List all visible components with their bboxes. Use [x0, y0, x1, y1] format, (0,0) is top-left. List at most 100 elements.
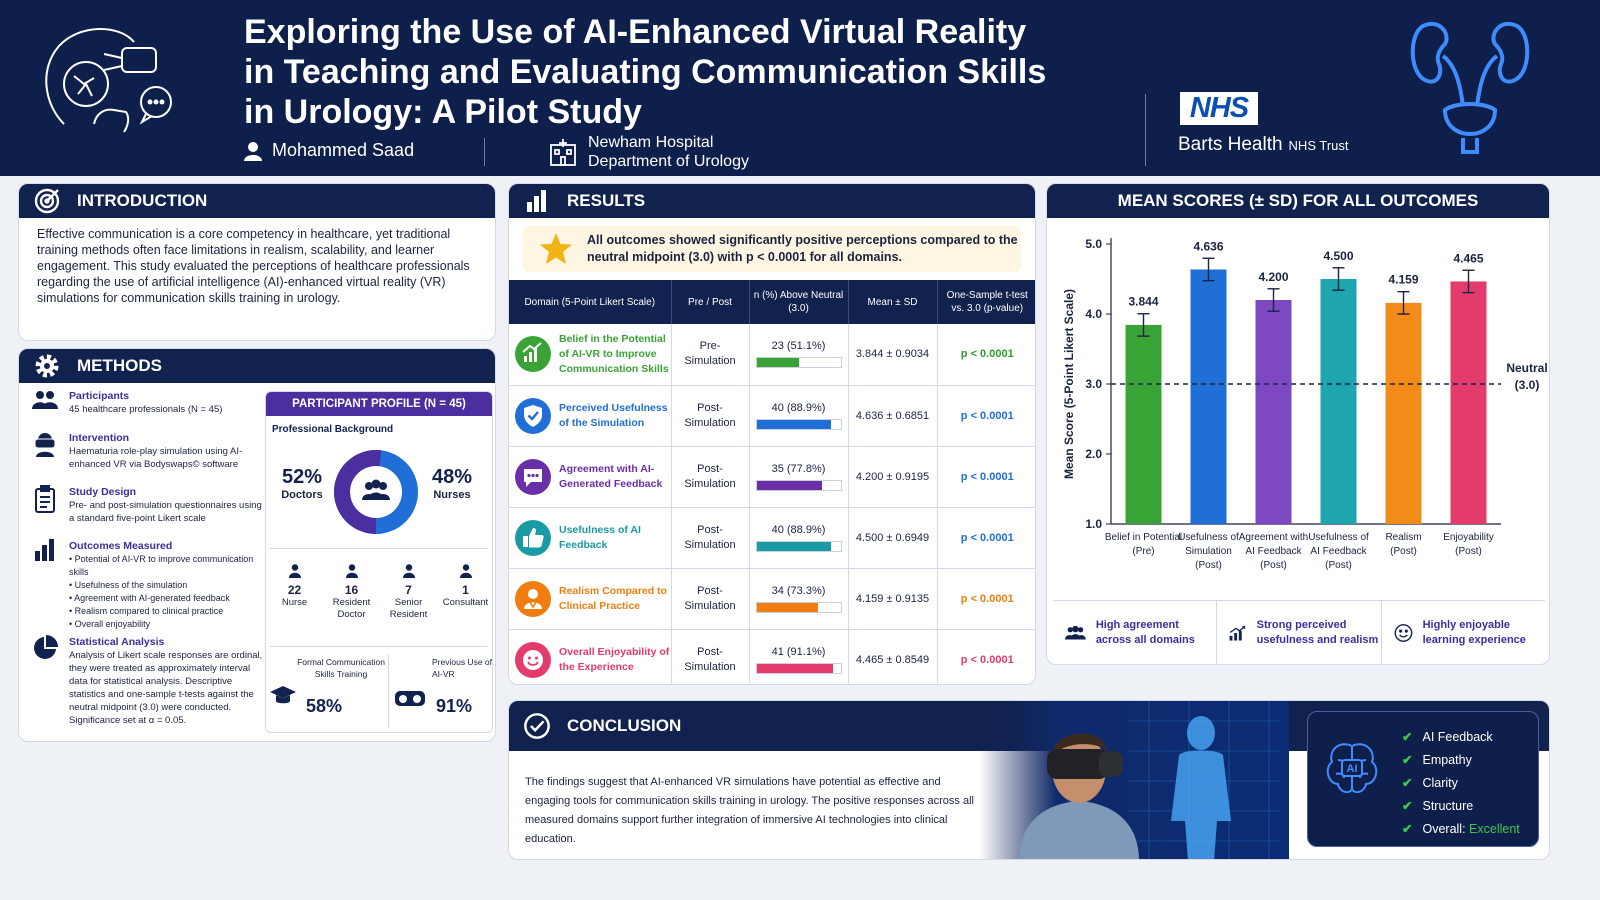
outcomes-item: Outcomes Measured • Potential of AI-VR t…: [31, 539, 265, 631]
role-label: Nurse: [281, 597, 308, 608]
bar: [1255, 300, 1292, 524]
outcome-item: • Potential of AI-VR to improve communic…: [69, 554, 254, 577]
domain-cell: Overall Enjoyability of the Experience: [509, 629, 672, 684]
conclusion-title: CONCLUSION: [567, 716, 682, 735]
bar-value-label: 4.500: [1323, 249, 1353, 263]
p-value: p < 0.0001: [960, 592, 1014, 605]
domain-cell: Belief in the Potential of AI-VR to Impr…: [509, 324, 672, 386]
hospital-icon: [550, 139, 576, 166]
author: Mohammed Saad: [244, 140, 414, 161]
checklist-items: ✔ AI Feedback ✔ Empathy ✔ Clarity ✔ Structur…: [1402, 726, 1520, 841]
intervention-item: Intervention Haematuria role-play simulat…: [31, 431, 265, 471]
role-count: 16: [344, 583, 359, 597]
group-icon: [1065, 625, 1086, 640]
checklist-item: ✔ Overall: Excellent: [1402, 818, 1520, 841]
role-label: Senior Resident: [389, 597, 428, 620]
statistics-text: Analysis of Likert scale responses are o…: [69, 650, 263, 726]
mean-value: 4.500 ± 0.6949: [855, 531, 930, 544]
outcome-item: • Realism compared to clinical practice: [69, 606, 224, 616]
bar-chart-icon: [35, 539, 54, 561]
x-tick-label: Belief in Potential: [1105, 532, 1182, 543]
checklist-label: Structure: [1422, 799, 1474, 813]
p-value-cell: p < 0.0001: [937, 568, 1035, 630]
poster-title: Exploring the Use of AI-Enhanced Virtual…: [244, 12, 1104, 132]
mean-value: 4.636 ± 0.6851: [855, 409, 930, 422]
reference-label: Neutral: [1506, 361, 1547, 375]
table-header-row: Domain (5-Point Likert Scale) Pre / Post…: [509, 280, 1035, 324]
checklist-item: ✔ Structure: [1402, 795, 1520, 818]
doctors-stat: 52% Doctors: [276, 466, 328, 501]
above-neutral-cell: 23 (51.1%): [749, 324, 849, 386]
x-tick-label: Usefulness of: [1308, 532, 1369, 543]
p-value: p < 0.0001: [960, 470, 1014, 483]
target-icon: [33, 187, 61, 215]
domain-cell: Usefulness of AI Feedback: [509, 507, 672, 569]
banner-text: All outcomes showed significantly positi…: [587, 233, 1018, 264]
chart-card: MEAN SCORES (± SD) FOR ALL OUTCOMES 1.0 2…: [1046, 183, 1550, 665]
mean-value: 4.159 ± 0.9135: [855, 592, 930, 605]
trust-title: Barts Health: [1178, 134, 1283, 155]
results-banner: All outcomes showed significantly positi…: [523, 226, 1021, 272]
checkmark-icon: ✔: [1402, 822, 1413, 836]
above-neutral-bar: [755, 357, 842, 369]
introduction-header: INTRODUCTION: [19, 184, 495, 218]
table-row: Agreement with AI-Generated Feedback Post…: [509, 446, 1035, 508]
outcomes-title: Outcomes Measured: [69, 540, 173, 552]
x-tick-label: Simulation: [1185, 546, 1232, 557]
x-tick-label: AI Feedback: [1310, 546, 1367, 557]
doctors-label: Doctors: [281, 489, 323, 501]
doctors-segment: [334, 450, 418, 534]
intervention-title: Intervention: [69, 432, 130, 444]
divider: [270, 548, 488, 549]
results-card: RESULTS All outcomes showed significantl…: [508, 183, 1036, 685]
poster-header: Exploring the Use of AI-Enhanced Virtual…: [0, 0, 1600, 176]
mean-cell: 4.200 ± 0.9195: [848, 446, 938, 508]
footer-text: Strong perceived usefulness and realism: [1256, 618, 1379, 646]
p-value: p < 0.0001: [960, 531, 1014, 544]
mean-cell: 3.844 ± 0.9034: [848, 324, 938, 386]
y-tick-label: 4.0: [1085, 307, 1102, 321]
brain-label: AI: [1347, 763, 1358, 775]
footer-text: High agreement across all domains: [1095, 618, 1195, 646]
domain-cell: Agreement with AI-Generated Feedback: [509, 446, 672, 508]
profession-donut: [334, 450, 418, 534]
check-circle-icon: [523, 712, 551, 740]
role-label: Consultant: [442, 597, 489, 608]
role-breakdown: 22 Nurse 16 Resident Doctor 7 Senior Res…: [266, 564, 492, 621]
domain-cell: Realism Compared to Clinical Practice: [509, 568, 672, 630]
phase-label: Post-Simulation: [684, 645, 736, 673]
checkmark-icon: ✔: [1402, 776, 1413, 790]
role-count: 22: [287, 583, 302, 597]
bar: [1385, 302, 1422, 524]
domain-label: Belief in the Potential of AI-VR to Impr…: [559, 332, 669, 375]
statistics-item: Statistical Analysis Analysis of Likert s…: [31, 635, 265, 727]
outcome-item: • Usefulness of the simulation: [69, 580, 188, 590]
x-tick-label: (Post): [1455, 546, 1482, 557]
header-divider: [484, 138, 485, 166]
person-icon: [402, 564, 415, 578]
column-header: Pre / Post: [671, 280, 750, 324]
domain-label: Agreement with AI-Generated Feedback: [559, 462, 663, 490]
mean-cell: 4.159 ± 0.9135: [848, 568, 938, 630]
department-name: Department of Urology: [588, 153, 749, 170]
bar-value-label: 4.200: [1258, 270, 1288, 284]
previous-vr-stat: Previous Use of AI-VR 91%: [390, 654, 492, 730]
results-title: RESULTS: [567, 191, 646, 210]
role-count: 7: [405, 583, 412, 597]
brain-icon: AI: [1326, 743, 1378, 794]
nurses-percent: 48%: [431, 466, 473, 488]
above-neutral-cell: 35 (77.8%): [749, 446, 849, 508]
chart-title: MEAN SCORES (± SD) FOR ALL OUTCOMES: [1117, 191, 1479, 210]
mean-cell: 4.500 ± 0.6949: [848, 507, 938, 569]
outcome-item: • Overall enjoyability: [69, 619, 151, 629]
pie-chart-icon: [34, 635, 58, 659]
bar-value-label: 3.844: [1128, 295, 1158, 309]
results-table: Domain (5-Point Likert Scale) Pre / Post…: [509, 280, 1035, 684]
table-row: Overall Enjoyability of the Experience Po…: [509, 629, 1035, 684]
role-label: Resident Doctor: [332, 597, 371, 620]
domain-label: Usefulness of AI Feedback: [559, 523, 641, 551]
participants-item: Participants 45 healthcare professionals …: [31, 389, 265, 416]
phase-cell: Post-Simulation: [671, 629, 750, 684]
x-tick-label: (Post): [1195, 560, 1222, 571]
thumbs-up-icon: [515, 519, 551, 556]
